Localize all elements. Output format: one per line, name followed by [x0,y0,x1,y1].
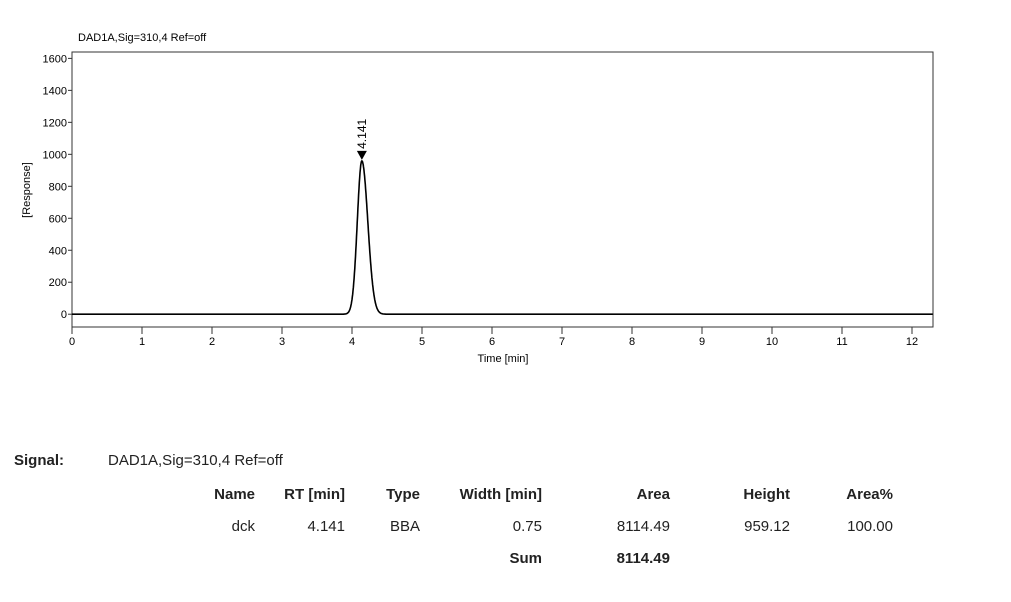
column-header: Width [min] [459,485,542,503]
y-tick-label: 0 [61,309,67,321]
y-axis-label: [Response] [21,162,33,218]
x-tick-label: 2 [209,336,215,348]
sum-row: Sum 8114.49 [170,542,893,574]
column-header: Area [636,485,670,503]
y-tick-label: 1400 [43,85,67,97]
x-tick-label: 9 [699,336,705,348]
y-tick-label: 200 [49,277,67,289]
table-cell: 100.00 [847,517,893,535]
y-tick-label: 1200 [43,117,67,129]
table-cell: 8114.49 [616,517,670,535]
table-cell: dck [231,517,255,535]
empty-cell [170,542,255,574]
peak-annotations: 4.141 [355,119,369,160]
column-header: Area% [846,485,893,503]
x-tick-label: 0 [69,336,75,348]
x-axis-label: Time [min] [478,353,529,365]
table-cell: 0.75 [512,517,542,535]
y-axis: 0 200 400 600 800 1000 1200 1400 1600 [43,53,72,321]
table-header-row: Name RT [min] Type Width [min] Area Height Are… [170,478,893,510]
y-tick-label: 400 [49,245,67,257]
x-tick-label: 4 [349,336,355,348]
chart-title: DAD1A,Sig=310,4 Ref=off [78,32,207,44]
x-tick-label: 6 [489,336,495,348]
x-tick-label: 3 [279,336,285,348]
sum-label: Sum [509,549,542,567]
peak-marker [356,150,367,160]
peak-table: Name RT [min] Type Width [min] Area Height Are… [170,478,893,574]
y-tick-label: 1600 [43,53,67,65]
table-cell: 4.141 [307,517,345,535]
signal-label: Signal: [14,452,65,469]
chromatogram-chart: DAD1A,Sig=310,4 Ref=off [Response] Time … [21,32,934,365]
y-tick-label: 800 [49,181,67,193]
empty-cell [670,542,790,574]
table-cell: 959.12 [744,517,790,535]
column-header: Type [386,485,420,503]
column-header: Name [214,485,255,503]
y-tick-label: 600 [49,213,67,225]
y-tick-label: 1000 [43,149,67,161]
signal-value: DAD1A,Sig=310,4 Ref=off [108,452,283,469]
column-header: RT [min] [284,485,345,503]
report-page: DAD1A,Sig=310,4 Ref=off [Response] Time … [14,32,934,574]
empty-cell [790,542,893,574]
peak-label: 4.141 [355,119,369,149]
plot-frame [71,51,934,328]
x-axis: 0 1 2 3 4 5 6 7 8 9 10 11 12 [69,327,918,348]
column-header: Height [743,485,790,503]
table-cell: BBA [389,517,420,535]
sum-value: 8114.49 [616,549,670,567]
x-tick-label: 12 [906,336,918,348]
x-tick-label: 10 [766,336,778,348]
table-row: dck 4.141 BBA 0.75 8114.49 959.12 100.00 [170,510,893,542]
x-tick-label: 1 [139,336,145,348]
empty-cell [255,542,345,574]
x-tick-label: 7 [559,336,565,348]
empty-cell [345,542,420,574]
x-tick-label: 5 [419,336,425,348]
signal-trace [72,159,933,315]
x-tick-label: 8 [629,336,635,348]
x-tick-label: 11 [836,336,847,348]
